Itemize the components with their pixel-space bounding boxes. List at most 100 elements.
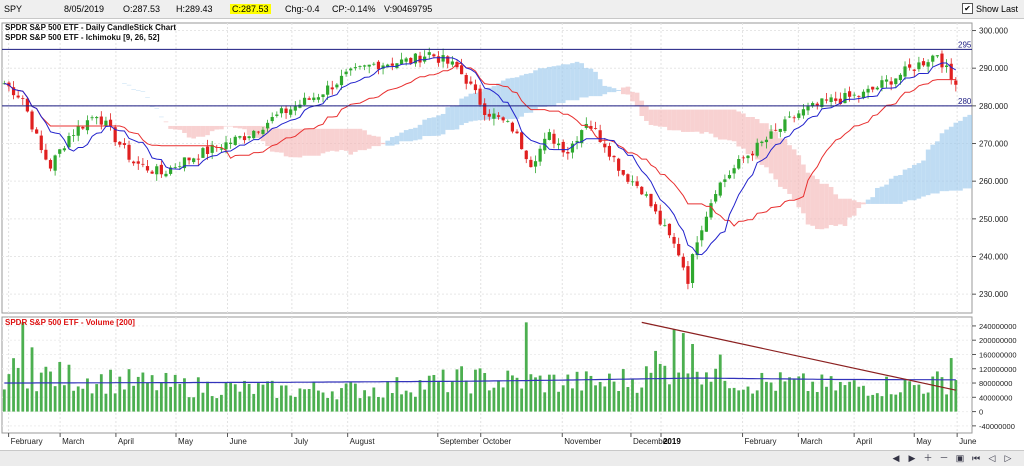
volume-bar	[922, 393, 925, 412]
ichimoku-cloud-segment	[459, 98, 464, 126]
volume-bar	[889, 394, 893, 412]
ichimoku-cloud-segment	[819, 183, 825, 230]
up-candle	[192, 158, 196, 163]
up-candle	[53, 155, 57, 171]
up-candle	[538, 148, 542, 162]
ichimoku-cloud-segment	[413, 127, 418, 141]
down-candle	[496, 115, 501, 117]
ichimoku-cloud-segment	[639, 100, 645, 117]
ichimoku-cloud-segment	[616, 89, 621, 91]
up-candle	[898, 74, 903, 81]
volume-trendline	[641, 321, 956, 391]
up-candle	[894, 78, 898, 85]
fit-icon[interactable]: ▣	[955, 453, 965, 463]
zoom-out-icon[interactable]: －	[939, 453, 949, 463]
volume-bar	[765, 381, 768, 412]
volume-bar	[848, 381, 851, 412]
ichimoku-cloud-segment	[316, 128, 321, 156]
ichimoku-cloud-segment	[736, 111, 742, 147]
toolbar: SPY 8/05/2019 O:287.53 H:289.43 C:287.53…	[0, 0, 1024, 19]
volume-bar	[441, 369, 445, 412]
down-candle	[11, 87, 16, 96]
volume-bar	[95, 384, 99, 412]
up-candle	[820, 98, 824, 107]
volume-bar	[718, 354, 722, 412]
ichimoku-cloud-segment	[265, 126, 270, 147]
ichimoku-cloud-segment	[394, 135, 400, 145]
up-candle	[903, 66, 907, 77]
ichimoku-cloud-segment	[953, 122, 959, 191]
volume-bar	[280, 385, 283, 412]
ichimoku-cloud-segment	[468, 93, 474, 122]
up-candle	[326, 85, 330, 95]
ichimoku-cloud-segment	[302, 128, 307, 156]
ichimoku-cloud-segment	[731, 109, 737, 142]
x-tick-label: May	[178, 437, 193, 446]
ichimoku-cloud-segment	[597, 79, 603, 97]
ichimoku-cloud-segment	[768, 129, 774, 174]
volume-moving-average	[4, 377, 956, 384]
volume-bar	[483, 373, 487, 412]
volume-bar	[90, 393, 94, 412]
ichimoku-cloud-segment	[537, 68, 543, 107]
ichimoku-cloud-segment	[699, 109, 705, 134]
ichimoku-cloud-segment	[500, 80, 506, 120]
ichimoku-cloud-segment	[833, 194, 839, 226]
down-candle	[792, 117, 796, 119]
ichimoku-cloud-segment	[611, 88, 617, 93]
down-candle	[39, 135, 43, 151]
volume-bar	[778, 372, 782, 412]
ichimoku-cloud-segment	[842, 198, 848, 226]
down-candle	[529, 159, 533, 168]
ichimoku-cloud-segment	[357, 128, 363, 151]
down-candle	[612, 155, 616, 158]
volume-bar	[866, 395, 870, 412]
zoom-in-icon[interactable]: ＋	[923, 453, 933, 463]
up-candle	[399, 59, 404, 65]
up-candle	[404, 58, 408, 62]
volume-bar	[196, 377, 200, 412]
checkbox-icon[interactable]: ✔	[961, 3, 973, 14]
down-candle	[566, 152, 570, 154]
up-candle	[829, 97, 833, 103]
ichimoku-cloud-segment	[463, 96, 469, 123]
ichimoku-cloud-segment	[745, 116, 751, 155]
ichimoku-cloud-segment	[191, 125, 196, 139]
ichimoku-cloud-segment	[172, 125, 178, 130]
ichimoku-cloud-segment	[893, 175, 899, 204]
down-candle	[48, 160, 53, 169]
ichimoku-cloud-segment	[168, 125, 173, 129]
volume-bar	[672, 329, 676, 412]
scroll-right-icon[interactable]: ▶	[908, 453, 916, 463]
down-candle	[524, 150, 528, 160]
ichimoku-cloud-segment	[958, 120, 963, 191]
ichimoku-cloud-segment	[542, 68, 548, 107]
ichimoku-cloud-segment	[205, 125, 210, 136]
scroll-left-icon[interactable]: ◀	[892, 453, 900, 463]
ichimoku-cloud-segment	[510, 77, 515, 120]
up-candle	[866, 88, 870, 93]
prev-page-icon[interactable]: ◁	[988, 453, 996, 463]
volume-bar	[132, 385, 136, 412]
up-candle	[270, 116, 274, 122]
volume-bar	[820, 374, 824, 412]
up-candle	[362, 65, 367, 67]
up-candle	[423, 56, 427, 62]
volume-bar	[427, 375, 431, 412]
volume-bar	[127, 369, 131, 412]
volume-bar	[547, 374, 551, 412]
volume-bar	[885, 376, 888, 412]
ichimoku-cloud-segment	[667, 109, 672, 131]
volume-bar	[880, 396, 884, 412]
next-page-icon[interactable]: ▷	[1004, 453, 1012, 463]
ichimoku-cloud-segment	[851, 200, 857, 216]
show-last-toggle[interactable]: ✔ Show Last	[961, 3, 1018, 14]
volume-bar	[432, 374, 436, 412]
up-candle	[944, 65, 949, 67]
down-candle	[44, 149, 48, 160]
up-candle	[233, 136, 237, 145]
down-candle	[598, 130, 602, 142]
up-candle	[917, 62, 921, 70]
date-label: 8/05/2019	[64, 4, 105, 14]
first-page-icon[interactable]: ⏮	[971, 453, 981, 463]
